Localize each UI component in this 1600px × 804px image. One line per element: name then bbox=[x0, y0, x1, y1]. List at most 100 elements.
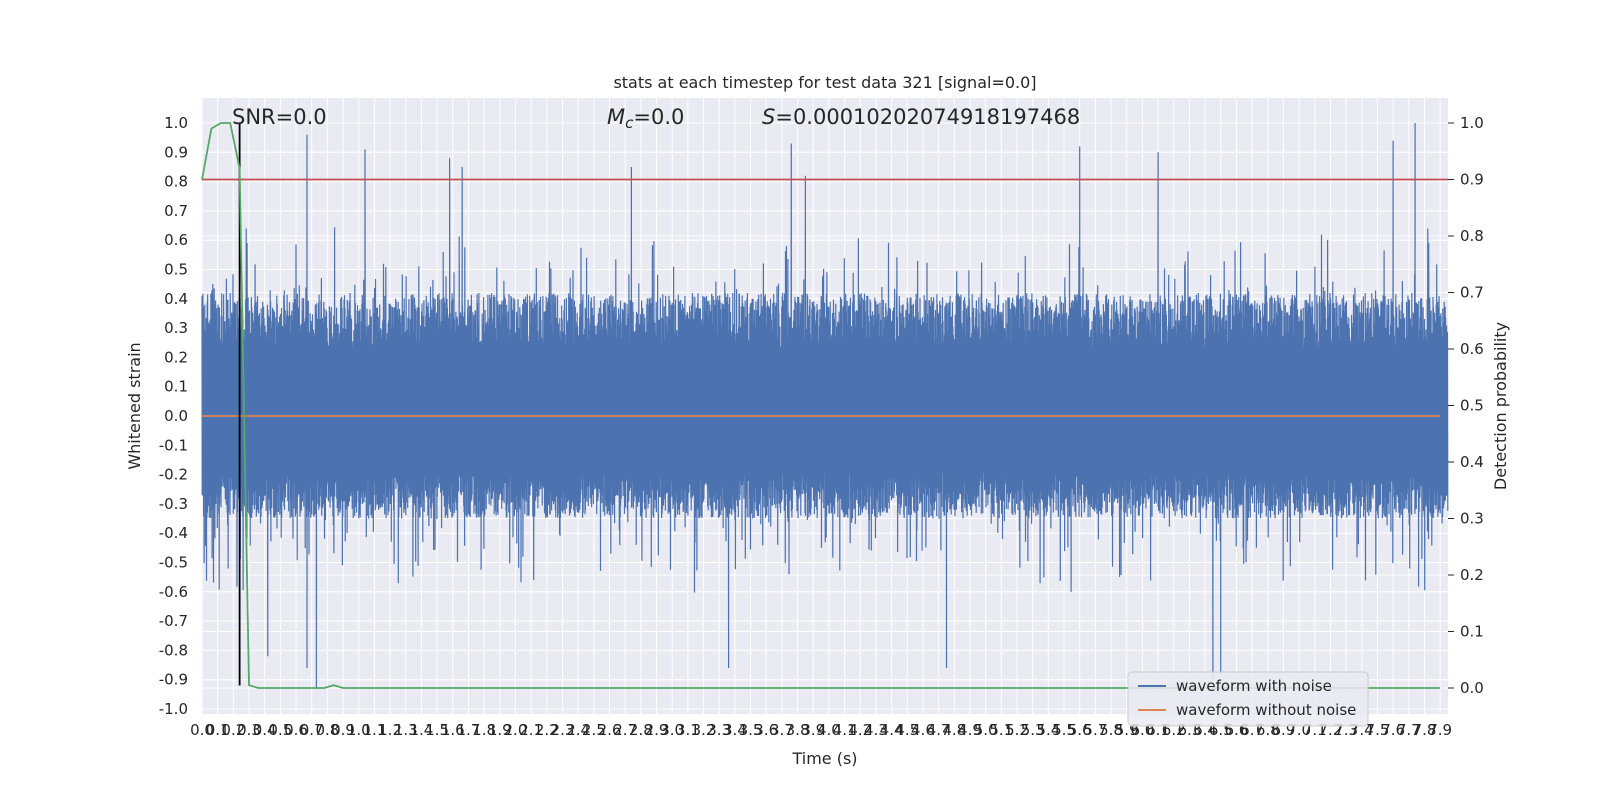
s-annotation: S=0.00010202074918197468 bbox=[762, 105, 1080, 129]
y2-tick-label: 1.0 bbox=[1460, 114, 1484, 132]
x-tick-label: 4.2 bbox=[848, 721, 872, 739]
x-tick-label: 5.1 bbox=[989, 721, 1013, 739]
legend: waveform with noise waveform without noi… bbox=[1127, 671, 1369, 727]
x-tick-label: 0.6 bbox=[284, 721, 308, 739]
x-tick-label: 2.8 bbox=[629, 721, 653, 739]
y-tick-label: -0.6 bbox=[159, 583, 188, 601]
y2-axis-ticks: 1.0 0.9 0.8 0.7 0.6 0.5 0.4 0.3 0.2 0.1 0.0 bbox=[1448, 114, 1484, 697]
y-tick-label: -0.2 bbox=[159, 466, 188, 484]
x-tick-label: 1.9 bbox=[488, 721, 512, 739]
x-tick-label: 5.2 bbox=[1005, 721, 1029, 739]
x-tick-label: 1.8 bbox=[472, 721, 496, 739]
x-tick-label: 4.5 bbox=[895, 721, 919, 739]
y2-tick-label: 0.4 bbox=[1460, 453, 1484, 471]
x-tick-label: 2.2 bbox=[535, 721, 559, 739]
x-tick-label: 4.7 bbox=[927, 721, 951, 739]
y-tick-label: 0.7 bbox=[164, 202, 188, 220]
y-tick-label: -0.8 bbox=[159, 641, 188, 659]
x-tick-label: 3.7 bbox=[770, 721, 794, 739]
chirp-mass-value: =0.0 bbox=[633, 105, 684, 129]
y-tick-label: -0.1 bbox=[159, 436, 188, 454]
x-tick-label: 1.3 bbox=[394, 721, 418, 739]
x-tick-label: 2.0 bbox=[504, 721, 528, 739]
x-tick-label: 4.3 bbox=[864, 721, 888, 739]
x-tick-label: 1.1 bbox=[362, 721, 386, 739]
x-tick-label: 7.9 bbox=[1428, 721, 1452, 739]
x-tick-label: 5.4 bbox=[1036, 721, 1060, 739]
x-tick-label: 2.3 bbox=[551, 721, 575, 739]
y-tick-label: 0.3 bbox=[164, 319, 188, 337]
x-axis-ticks: 0.00.10.20.30.40.50.60.70.80.91.01.11.21… bbox=[190, 721, 1452, 739]
x-tick-label: 7.5 bbox=[1366, 721, 1390, 739]
y-tick-label: 0.0 bbox=[164, 407, 188, 425]
x-tick-label: 0.3 bbox=[237, 721, 261, 739]
x-tick-label: 1.7 bbox=[457, 721, 481, 739]
y-tick-label: -0.9 bbox=[159, 671, 188, 689]
x-tick-label: 4.4 bbox=[880, 721, 904, 739]
x-tick-label: 7.8 bbox=[1413, 721, 1437, 739]
x-tick-label: 2.9 bbox=[645, 721, 669, 739]
x-tick-label: 0.1 bbox=[206, 721, 230, 739]
s-value: =0.00010202074918197468 bbox=[775, 105, 1080, 129]
y2-tick-label: 0.5 bbox=[1460, 397, 1484, 415]
y2-tick-label: 0.7 bbox=[1460, 284, 1484, 302]
chirp-mass-annotation: Mc=0.0 bbox=[607, 105, 684, 132]
chart-title: stats at each timestep for test data 321… bbox=[613, 73, 1036, 92]
line-series bbox=[201, 122, 1448, 689]
x-tick-label: 4.6 bbox=[911, 721, 935, 739]
x-tick-label: 3.3 bbox=[707, 721, 731, 739]
x-tick-label: 2.1 bbox=[519, 721, 543, 739]
x-tick-label: 4.1 bbox=[833, 721, 857, 739]
y-tick-label: 0.2 bbox=[164, 348, 188, 366]
legend-box bbox=[1127, 671, 1369, 727]
x-tick-label: 1.4 bbox=[409, 721, 433, 739]
x-tick-label: 0.4 bbox=[253, 721, 277, 739]
legend-label-clean: waveform without noise bbox=[1176, 701, 1356, 719]
s-symbol: S bbox=[762, 105, 775, 129]
y-tick-label: 1.0 bbox=[164, 114, 188, 132]
x-tick-label: 2.4 bbox=[566, 721, 590, 739]
x-tick-label: 5.0 bbox=[974, 721, 998, 739]
x-tick-label: 3.4 bbox=[723, 721, 747, 739]
legend-label-noise: waveform with noise bbox=[1176, 677, 1332, 695]
x-tick-label: 7.7 bbox=[1397, 721, 1421, 739]
y-tick-label: 0.6 bbox=[164, 231, 188, 249]
y-tick-label: 0.4 bbox=[164, 290, 188, 308]
x-tick-label: 5.8 bbox=[1099, 721, 1123, 739]
x-tick-label: 3.0 bbox=[660, 721, 684, 739]
y2-tick-label: 0.2 bbox=[1460, 566, 1484, 584]
y2-tick-label: 0.3 bbox=[1460, 510, 1484, 528]
y2-tick-label: 0.6 bbox=[1460, 340, 1484, 358]
y-tick-label: 0.5 bbox=[164, 261, 188, 279]
x-tick-label: 0.5 bbox=[268, 721, 292, 739]
x-tick-label: 5.7 bbox=[1083, 721, 1107, 739]
x-tick-label: 4.9 bbox=[958, 721, 982, 739]
x-tick-label: 1.6 bbox=[441, 721, 465, 739]
x-tick-label: 4.0 bbox=[817, 721, 841, 739]
y-tick-label: 0.8 bbox=[164, 173, 188, 191]
x-tick-label: 5.3 bbox=[1021, 721, 1045, 739]
x-tick-label: 0.8 bbox=[315, 721, 339, 739]
x-tick-label: 0.9 bbox=[331, 721, 355, 739]
x-tick-label: 1.2 bbox=[378, 721, 402, 739]
y-tick-label: -0.4 bbox=[159, 524, 188, 542]
x-tick-label: 1.0 bbox=[347, 721, 371, 739]
x-tick-label: 2.7 bbox=[613, 721, 637, 739]
y2-tick-label: 0.1 bbox=[1460, 623, 1484, 641]
y-axis-label: Whitened strain bbox=[125, 342, 144, 469]
y2-tick-label: 0.8 bbox=[1460, 227, 1484, 245]
y-axis-ticks: 1.0 0.9 0.8 0.7 0.6 0.5 0.4 0.3 0.2 0.1 0.0 -0.1 -0.… bbox=[159, 114, 188, 718]
chirp-mass-symbol: M bbox=[607, 105, 625, 129]
y-tick-label: 0.9 bbox=[164, 143, 188, 161]
snr-annotation: SNR=0.0 bbox=[232, 105, 327, 129]
y-tick-label: 0.1 bbox=[164, 378, 188, 396]
x-axis-label: Time (s) bbox=[791, 749, 857, 768]
x-tick-label: 0.0 bbox=[190, 721, 214, 739]
noise-series bbox=[201, 122, 1449, 689]
x-tick-label: 2.6 bbox=[598, 721, 622, 739]
chirp-mass-subscript: c bbox=[625, 114, 634, 132]
x-tick-label: 4.8 bbox=[942, 721, 966, 739]
x-tick-label: 3.5 bbox=[739, 721, 763, 739]
